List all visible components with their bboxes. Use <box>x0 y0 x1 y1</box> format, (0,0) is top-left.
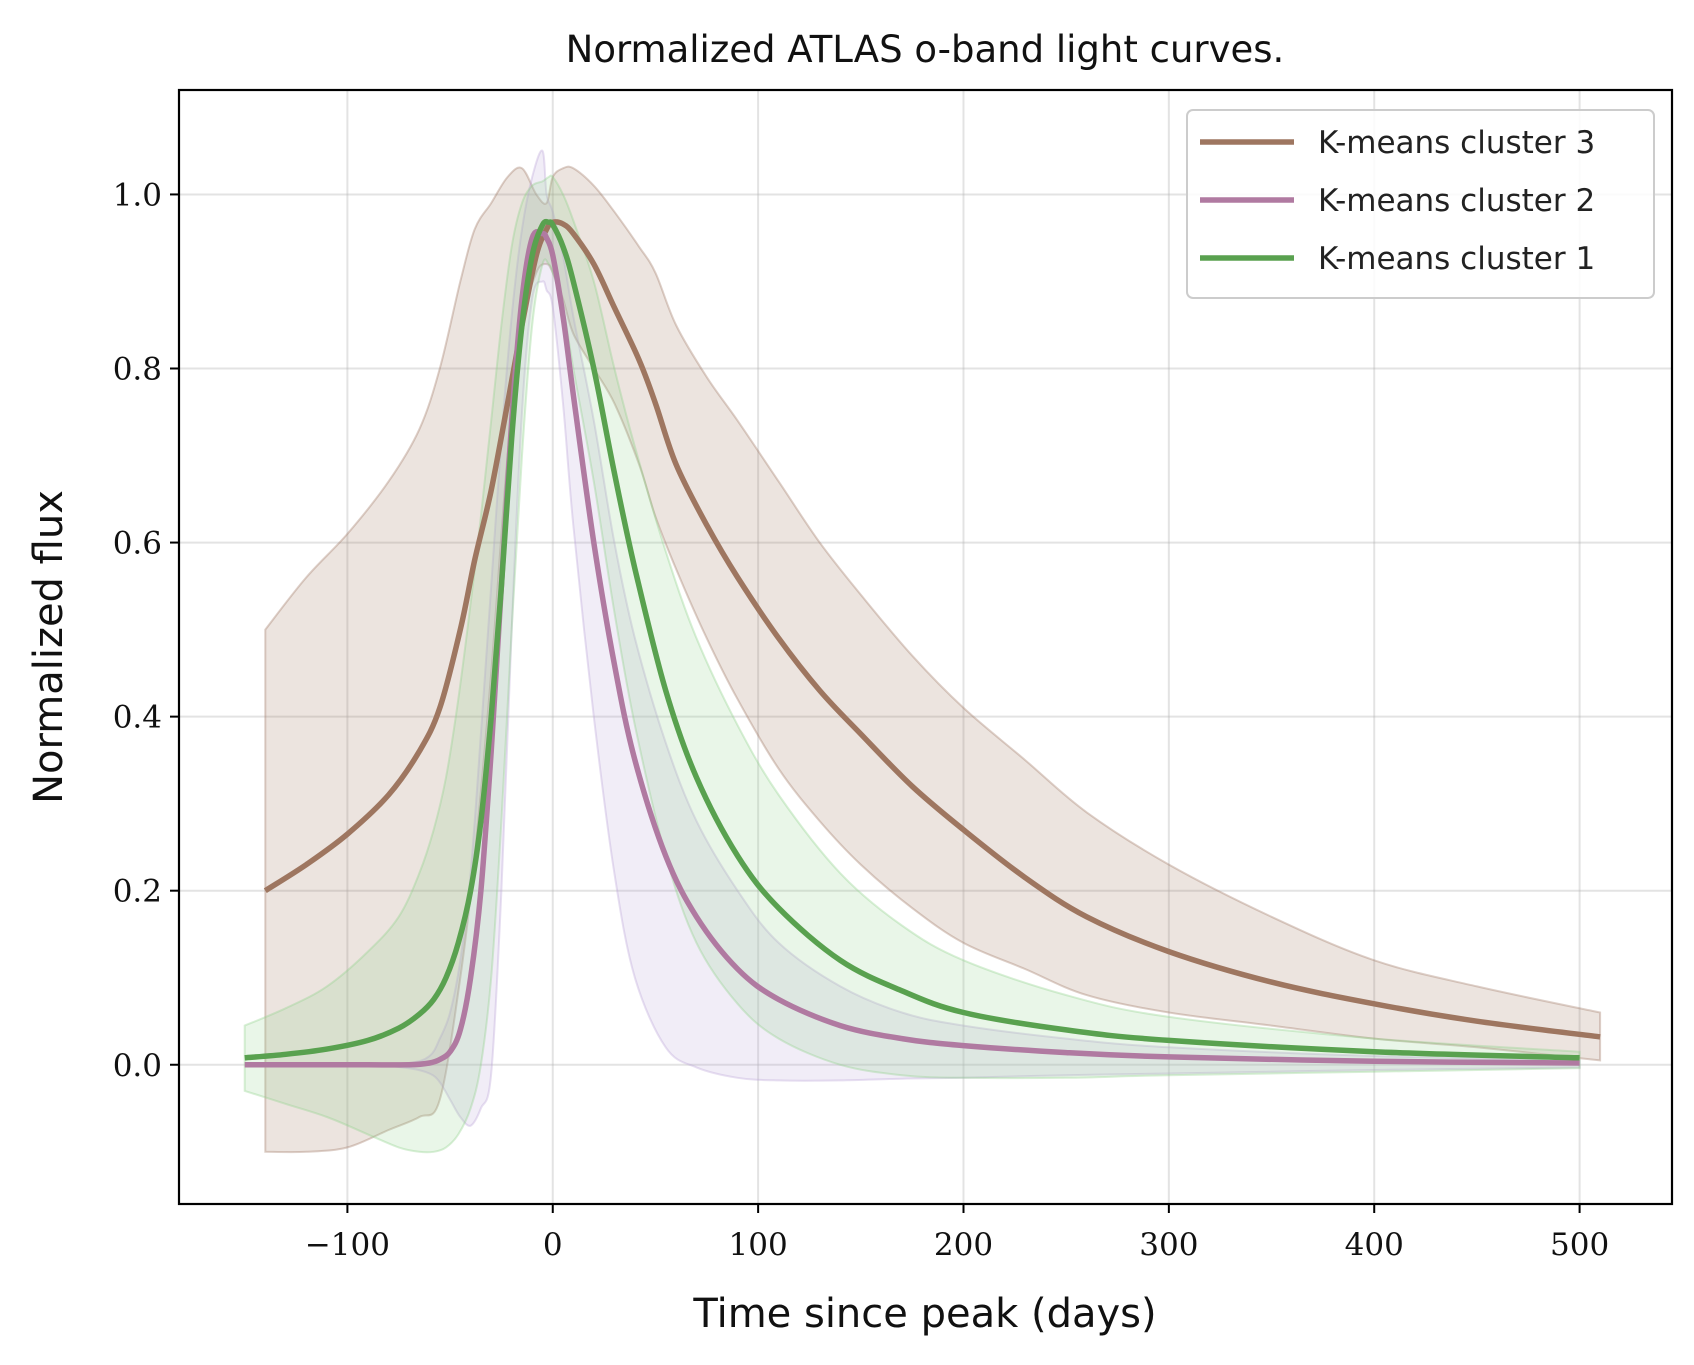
x-axis-title: Time since peak (days) <box>692 1291 1156 1337</box>
plot-frame <box>177 88 1674 1206</box>
series-lines <box>244 218 1601 1068</box>
y-axis-title: Normalized flux <box>26 490 72 804</box>
x-tick-label: 500 <box>1550 1227 1609 1263</box>
band-k-means-cluster-2 <box>244 149 1581 1127</box>
x-tick-label: 300 <box>1139 1227 1198 1263</box>
y-tick-label: 0.8 <box>113 352 162 388</box>
x-tick-label: 0 <box>543 1227 563 1263</box>
y-tick-label: 0.6 <box>113 526 162 562</box>
x-tick-label: 100 <box>729 1227 788 1263</box>
legend-label-cluster-2: K-means cluster 2 <box>1318 183 1595 219</box>
y-tick-label: 0.4 <box>113 700 162 736</box>
y-tick-label: 0.0 <box>113 1048 162 1084</box>
y-tick-label: 1.0 <box>113 177 162 213</box>
legend: K-means cluster 3 K-means cluster 2 K-me… <box>1186 109 1655 299</box>
x-tick-label: −100 <box>305 1227 390 1263</box>
legend-label-cluster-3: K-means cluster 3 <box>1318 125 1595 161</box>
line-k-means-cluster-2 <box>244 228 1580 1068</box>
legend-box <box>1186 109 1655 299</box>
x-tick-label: 200 <box>934 1227 993 1263</box>
line-k-means-cluster-3 <box>263 219 1601 1040</box>
line-k-means-cluster-1 <box>244 218 1580 1061</box>
legend-label-cluster-1: K-means cluster 1 <box>1318 241 1595 277</box>
y-tick-label: 0.2 <box>113 874 162 910</box>
x-tick-label: 400 <box>1345 1227 1404 1263</box>
axis-ticks: −100 0 100 200 300 400 500 0.0 0.2 0.4 0.6 0.8 1.0 <box>113 177 1609 1263</box>
chart-title: Normalized ATLAS o-band light curves. <box>566 28 1285 71</box>
